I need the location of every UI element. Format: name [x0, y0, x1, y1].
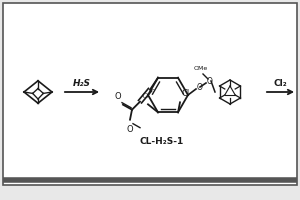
Text: OMe: OMe — [194, 66, 208, 71]
Text: O: O — [207, 76, 213, 86]
Text: O: O — [142, 92, 148, 100]
FancyBboxPatch shape — [3, 3, 297, 185]
Text: Cl: Cl — [182, 89, 190, 98]
Text: ⁻: ⁻ — [149, 87, 154, 97]
Text: O: O — [127, 125, 133, 134]
Text: H₂S: H₂S — [73, 79, 91, 88]
Text: O: O — [197, 82, 203, 92]
Text: CL-H₂S-1: CL-H₂S-1 — [140, 138, 184, 146]
Text: O: O — [115, 92, 121, 101]
Text: Cl₂: Cl₂ — [274, 79, 287, 88]
